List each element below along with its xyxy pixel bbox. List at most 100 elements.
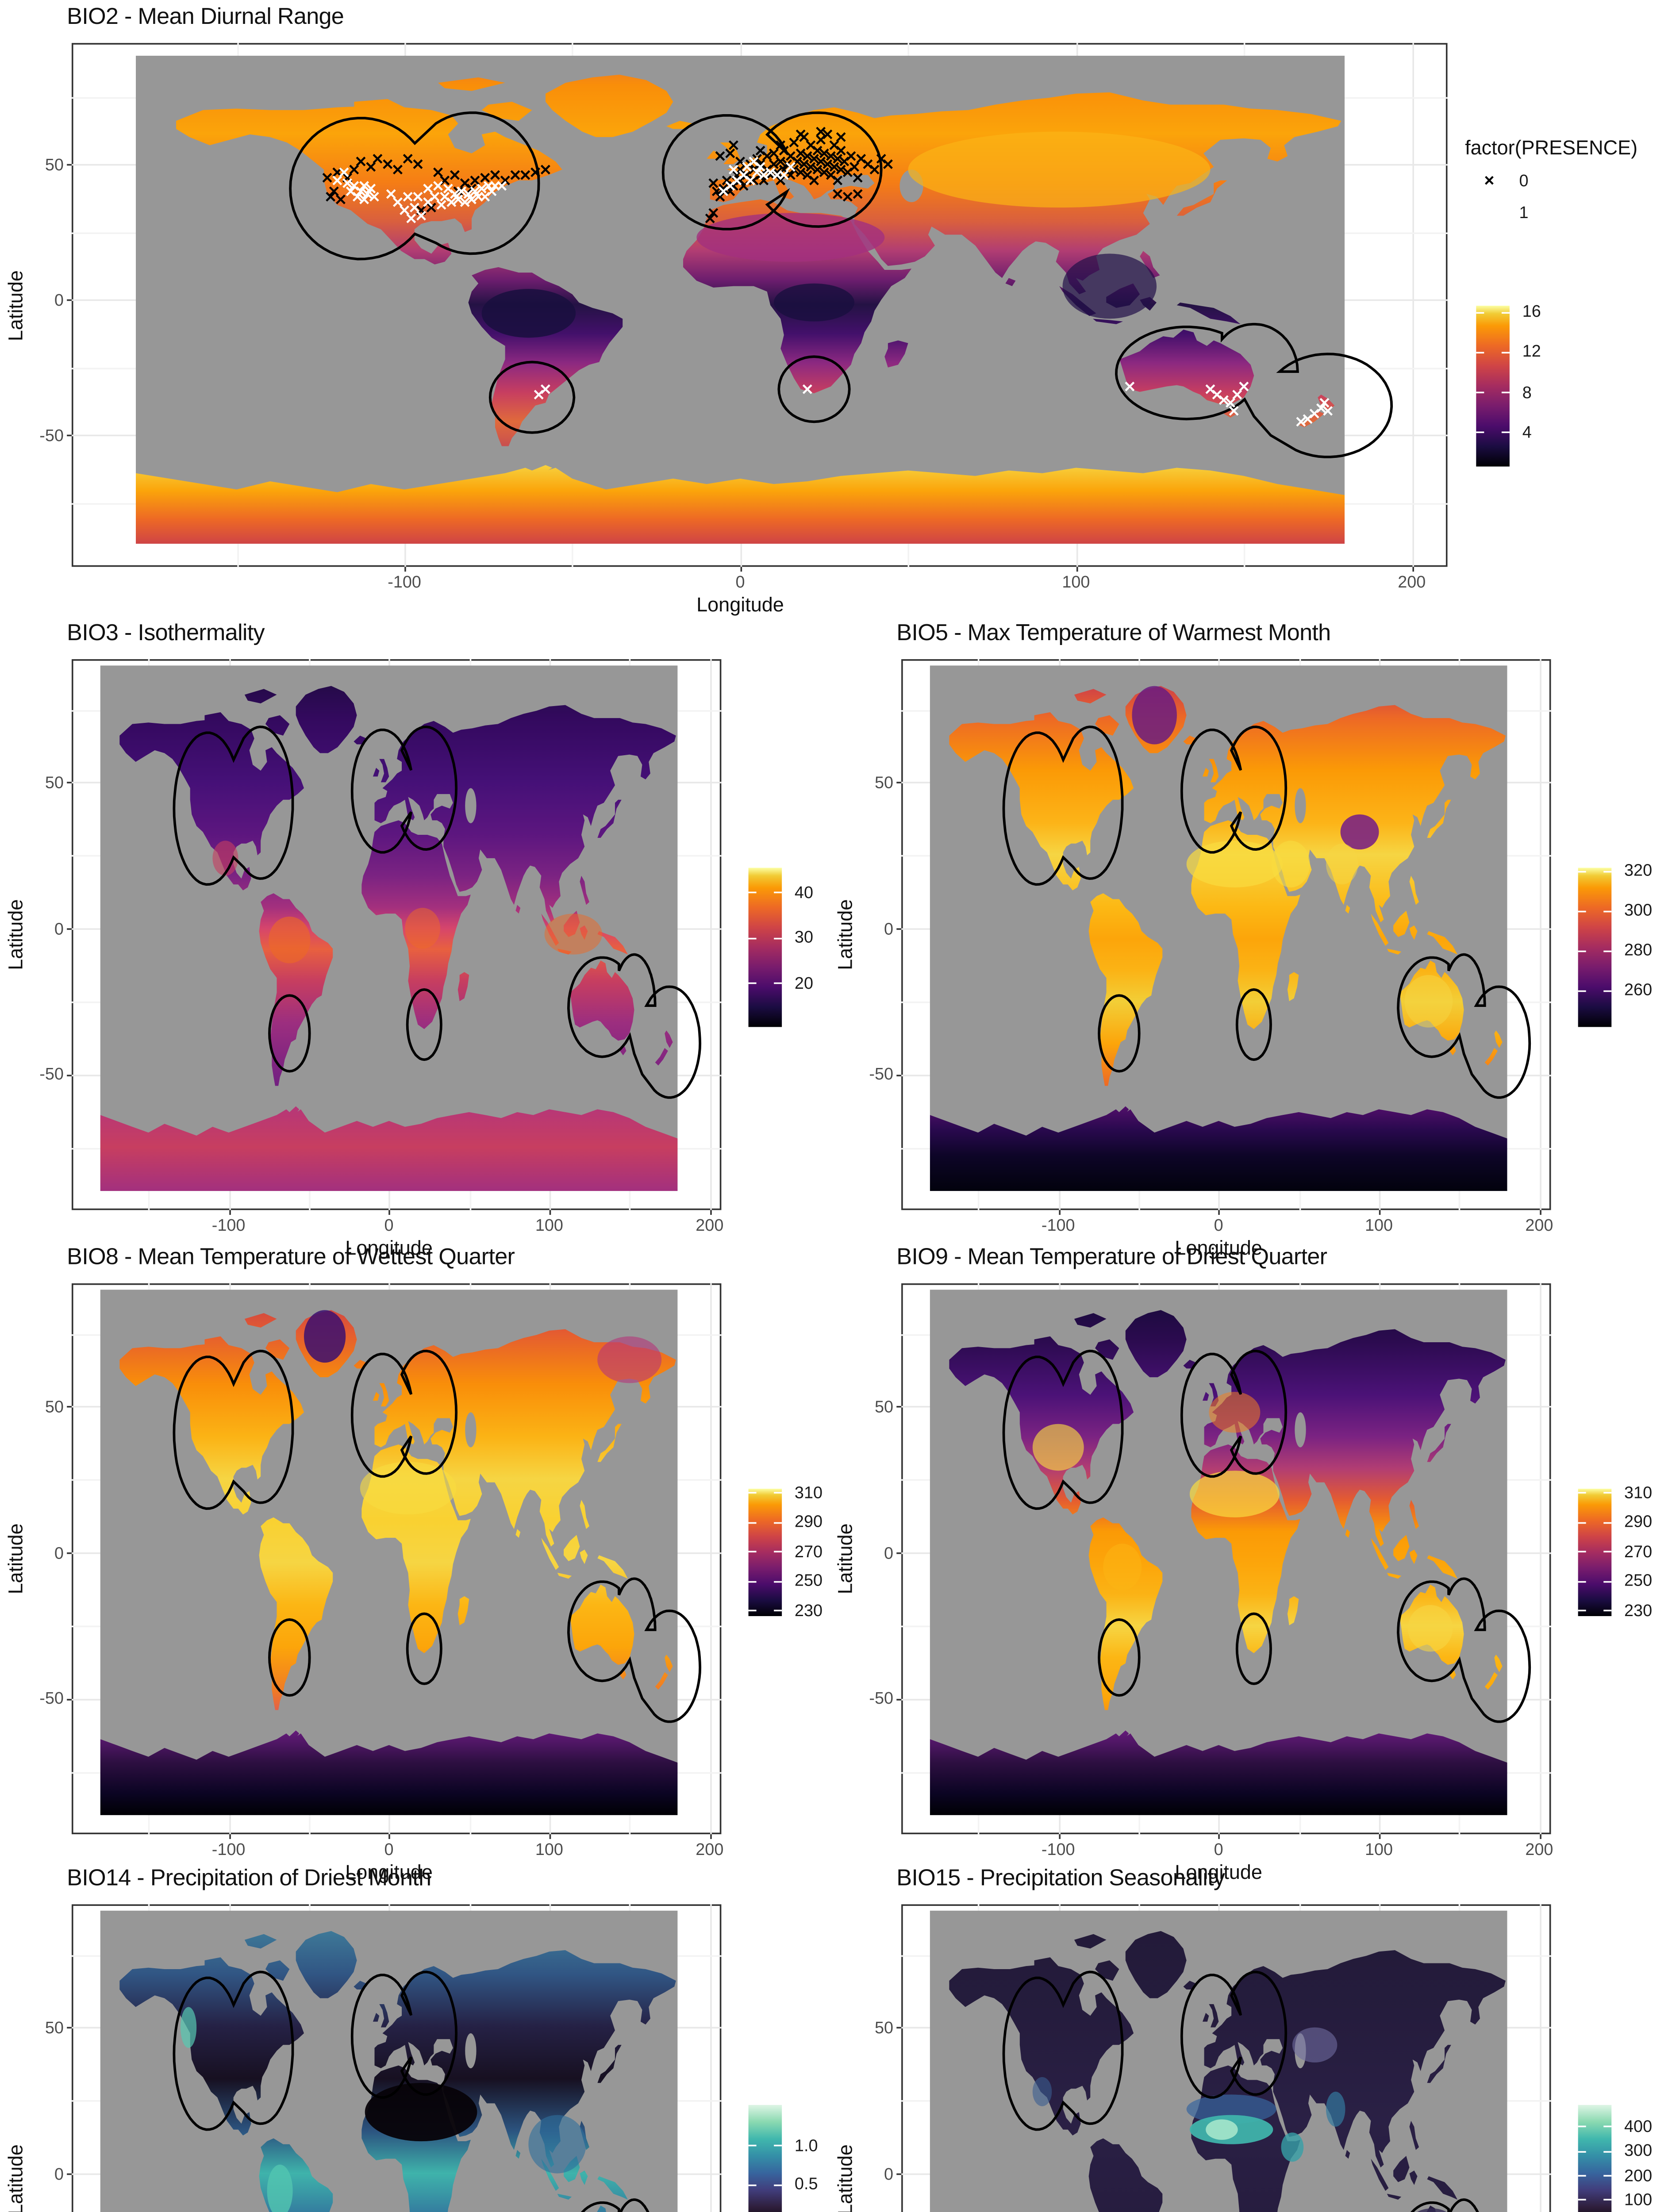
colorbar-gradient-bio15 bbox=[1578, 2104, 1611, 2212]
land-java bbox=[1093, 319, 1123, 324]
land-srilanka bbox=[515, 905, 521, 914]
presence-marker bbox=[1239, 381, 1249, 392]
land-victoria bbox=[1034, 712, 1058, 727]
climate-overlay-3 bbox=[1281, 2132, 1304, 2162]
presence-marker bbox=[466, 194, 477, 204]
climate-overlay-0 bbox=[365, 2083, 477, 2142]
land-australia bbox=[570, 960, 634, 1041]
climate-overlay-2 bbox=[1209, 1392, 1261, 1433]
land-philippines bbox=[580, 876, 590, 905]
land-ireland bbox=[373, 2012, 380, 2022]
absence-marker bbox=[530, 167, 541, 177]
presence-marker bbox=[463, 189, 473, 199]
colorbar-tick bbox=[1603, 989, 1611, 991]
colorbar-tick bbox=[1501, 392, 1509, 394]
colorbar-tick bbox=[773, 1492, 781, 1494]
colorbar-tick bbox=[748, 983, 757, 985]
land-ireland bbox=[373, 1392, 380, 1401]
x-tick-label: -100 bbox=[1041, 1216, 1075, 1236]
range-outline bbox=[1115, 323, 1393, 458]
climate-overlay-4 bbox=[1326, 843, 1358, 885]
caspian-sea bbox=[1295, 788, 1306, 823]
absence-marker bbox=[719, 184, 729, 194]
presence-marker bbox=[1229, 406, 1239, 416]
x-tick-mark bbox=[1076, 567, 1078, 571]
absence-marker bbox=[540, 165, 550, 175]
land-ireland bbox=[1203, 768, 1209, 777]
range-outline bbox=[1002, 1349, 1124, 1510]
presence-marker bbox=[477, 184, 487, 194]
gridline-x-major bbox=[709, 1904, 711, 2212]
presence-marker bbox=[356, 186, 366, 196]
land-baffin bbox=[265, 1339, 290, 1360]
range-outline bbox=[289, 111, 540, 261]
colorbar-label: 260 bbox=[1624, 981, 1653, 1000]
land-ireland bbox=[1203, 2012, 1209, 2022]
land-victoria bbox=[204, 712, 229, 727]
colorbar-tick bbox=[1578, 2151, 1586, 2152]
absence-marker bbox=[789, 138, 799, 148]
y-tick-label: -50 bbox=[39, 1690, 64, 1709]
presence-marker bbox=[1218, 395, 1229, 405]
colorbar-tick bbox=[773, 2144, 781, 2147]
land-srilanka bbox=[1345, 905, 1350, 914]
climate-overlay-2 bbox=[544, 914, 603, 955]
land-sulawesi bbox=[1409, 925, 1418, 940]
absence-marker bbox=[819, 148, 829, 158]
land-na bbox=[119, 1964, 304, 2136]
x-tick-mark bbox=[1058, 1834, 1060, 1839]
x-tick-label: -100 bbox=[1041, 1840, 1075, 1860]
y-tick-mark bbox=[897, 928, 902, 930]
climate-overlay-2 bbox=[481, 289, 576, 338]
y-tick-label: -50 bbox=[39, 1065, 64, 1085]
land-uk bbox=[379, 1383, 389, 1407]
legend-symbol-absence: × bbox=[1484, 172, 1495, 191]
absence-marker bbox=[403, 154, 413, 164]
y-axis-title-bio8: Latitude bbox=[4, 1523, 27, 1594]
presence-marker bbox=[453, 194, 463, 204]
gridline-x-major bbox=[1411, 43, 1414, 567]
land-java bbox=[1387, 1573, 1402, 1579]
legend-title: factor(PRESENCE) bbox=[1465, 137, 1638, 159]
land-sa bbox=[259, 1517, 333, 1710]
colorbar-label: 0.5 bbox=[794, 2175, 818, 2194]
antarctica bbox=[100, 1109, 678, 1191]
antarctica bbox=[1113, 1106, 1129, 1124]
panel-title-bio3: BIO3 - Isothermality bbox=[67, 621, 265, 647]
land-na bbox=[119, 719, 304, 891]
absence-marker bbox=[322, 173, 332, 183]
land-madagascar bbox=[457, 1596, 469, 1625]
colorbar-bio5 bbox=[1578, 868, 1611, 1027]
x-axis-title-bio9: Longitude bbox=[1175, 1861, 1262, 1884]
map-bio9 bbox=[930, 1290, 1531, 1815]
colorbar-tick bbox=[1578, 2126, 1586, 2128]
y-tick-label: -50 bbox=[39, 426, 64, 446]
y-tick-label: 50 bbox=[45, 2018, 64, 2038]
panel-title-bio14: BIO14 - Precipitation of Driest Month bbox=[67, 1866, 431, 1892]
presence-marker bbox=[1125, 381, 1135, 392]
presence-marker bbox=[423, 184, 433, 194]
colorbar-tick bbox=[1578, 949, 1586, 952]
presence-marker bbox=[359, 194, 369, 204]
presence-marker bbox=[728, 165, 738, 175]
y-axis-title-bio14: Latitude bbox=[4, 2144, 27, 2212]
land-sumatra bbox=[1371, 2158, 1389, 2191]
absence-marker bbox=[796, 148, 806, 158]
land-srilanka bbox=[1005, 278, 1016, 286]
range-outline bbox=[777, 355, 851, 423]
colorbar-tick bbox=[1603, 2126, 1611, 2128]
presence-marker bbox=[457, 186, 467, 196]
absence-marker bbox=[349, 165, 359, 175]
land-australia bbox=[597, 2205, 606, 2212]
colorbar-tick bbox=[1603, 1492, 1611, 1494]
colorbar-tick bbox=[1578, 910, 1586, 912]
colorbar-tick bbox=[1603, 2151, 1611, 2152]
colorbar-tick bbox=[773, 891, 781, 894]
land-madagascar bbox=[1287, 972, 1299, 1002]
land-japan bbox=[597, 1424, 622, 1462]
land-australia bbox=[1119, 330, 1254, 404]
colorbar-tick bbox=[773, 2184, 781, 2186]
range-outline bbox=[567, 1577, 702, 1723]
climate-overlay-0 bbox=[1340, 814, 1379, 850]
range-outline bbox=[661, 111, 883, 230]
